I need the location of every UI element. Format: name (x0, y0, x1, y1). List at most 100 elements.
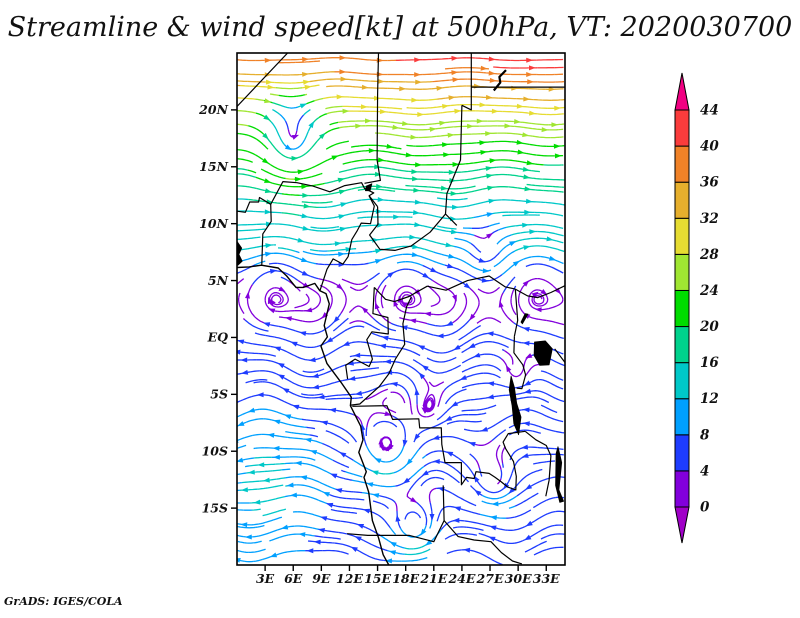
streamline-segment (304, 147, 313, 155)
streamline-segment (377, 144, 387, 147)
arrowhead-icon (331, 155, 339, 161)
arrowhead-icon (302, 72, 309, 77)
streamline-segment (239, 133, 249, 137)
arrowhead-icon (554, 153, 562, 159)
streamline-segment (240, 84, 250, 87)
arrowhead-icon (414, 222, 422, 228)
lat-tick-label: 15N (199, 159, 228, 174)
streamline-segment (555, 321, 565, 326)
streamline-segment (458, 258, 467, 264)
streamline-segment (462, 508, 472, 513)
streamline-segment (382, 284, 387, 292)
streamline-segment (537, 299, 545, 305)
streamline-segment (252, 433, 262, 437)
lat-tick-label: EQ (207, 330, 229, 345)
colorbar-label: 8 (700, 427, 710, 443)
streamline-segment (405, 261, 415, 264)
arrowhead-icon (291, 155, 299, 161)
streamline-segment (514, 540, 524, 544)
streamline-segment (291, 381, 301, 387)
streamline-segment (349, 96, 359, 99)
streamline-segment (414, 476, 422, 484)
streamline-segment (256, 128, 265, 135)
arrowhead-icon (523, 388, 532, 394)
streamline-segment (343, 429, 352, 436)
arrowhead-icon (273, 454, 280, 460)
streamline-segment (344, 490, 354, 493)
streamline-segment (522, 121, 532, 125)
chart-title: Streamline & wind speed[kt] at 500hPa, V… (7, 12, 793, 43)
streamline-segment (290, 213, 300, 216)
streamline-segment (428, 493, 431, 503)
streamline-segment (366, 276, 375, 283)
streamline-segment (440, 111, 450, 114)
arrowhead-icon (453, 344, 461, 351)
streamline-segment (502, 415, 512, 421)
streamline-segment (309, 206, 319, 209)
streamline-segment (253, 558, 263, 563)
streamline-segment (278, 316, 286, 319)
streamline-segment (457, 231, 466, 235)
streamline-segment (264, 470, 273, 473)
arrowhead-icon (411, 252, 419, 257)
streamline-segment (479, 513, 489, 518)
streamline-segment (493, 365, 502, 372)
streamline-segment (257, 228, 267, 231)
arrowhead-icon (524, 209, 532, 215)
colorbar-segment (674, 181, 690, 219)
streamline-segment (477, 249, 482, 253)
streamline-segment (444, 396, 452, 405)
streamline-segment (374, 132, 384, 135)
streamline-segment (341, 437, 350, 444)
streamline-segment (306, 100, 315, 105)
streamline-segment (244, 341, 254, 345)
arrowhead-icon (413, 210, 420, 215)
arrowhead-icon (554, 287, 562, 295)
arrowhead-icon (526, 160, 534, 166)
arrowhead-icon (452, 162, 460, 167)
arrowhead-icon (529, 229, 537, 235)
streamline-segment (268, 140, 276, 149)
streamline-segment (436, 242, 446, 246)
streamline-segment (496, 237, 504, 245)
streamline-segment (252, 343, 262, 346)
arrowhead-icon (524, 534, 532, 541)
streamline-segment (466, 373, 476, 378)
streamline-segment (554, 232, 564, 237)
streamline-segment (370, 367, 379, 370)
streamline-segment (301, 494, 311, 498)
streamline-segment (311, 252, 321, 256)
streamline-segment (403, 374, 411, 381)
arrowhead-icon (551, 122, 559, 128)
arrowhead-icon (292, 404, 300, 410)
plot-border (236, 52, 566, 566)
streamline-segment (343, 85, 353, 88)
streamline-segment (335, 345, 344, 351)
streamline-segment (507, 529, 517, 531)
streamline-segment (365, 396, 373, 401)
streamline-segment (355, 325, 365, 328)
streamline-segment (256, 187, 265, 192)
streamline-segment (325, 541, 335, 544)
streamline-segment (421, 190, 431, 193)
streamline-segment (315, 368, 325, 373)
arrowhead-icon (303, 203, 311, 209)
streamline-segment (422, 508, 427, 517)
arrowhead-icon (414, 289, 421, 296)
border-line (319, 195, 375, 291)
streamline-segment (453, 245, 463, 250)
streamline-segment (508, 425, 514, 429)
streamline-segment (294, 318, 303, 322)
streamline-segment (390, 121, 400, 124)
streamline-segment (249, 352, 259, 355)
streamline-segment (505, 542, 515, 545)
streamline-segment (303, 525, 313, 529)
streamline-segment (263, 260, 266, 263)
streamline-segment (472, 325, 482, 331)
streamline-segment (325, 192, 335, 196)
streamline-segment (409, 511, 419, 515)
streamline-segment (290, 194, 300, 196)
arrowhead-icon (534, 307, 542, 313)
arrowhead-icon (384, 411, 392, 416)
streamline-segment (543, 189, 553, 192)
